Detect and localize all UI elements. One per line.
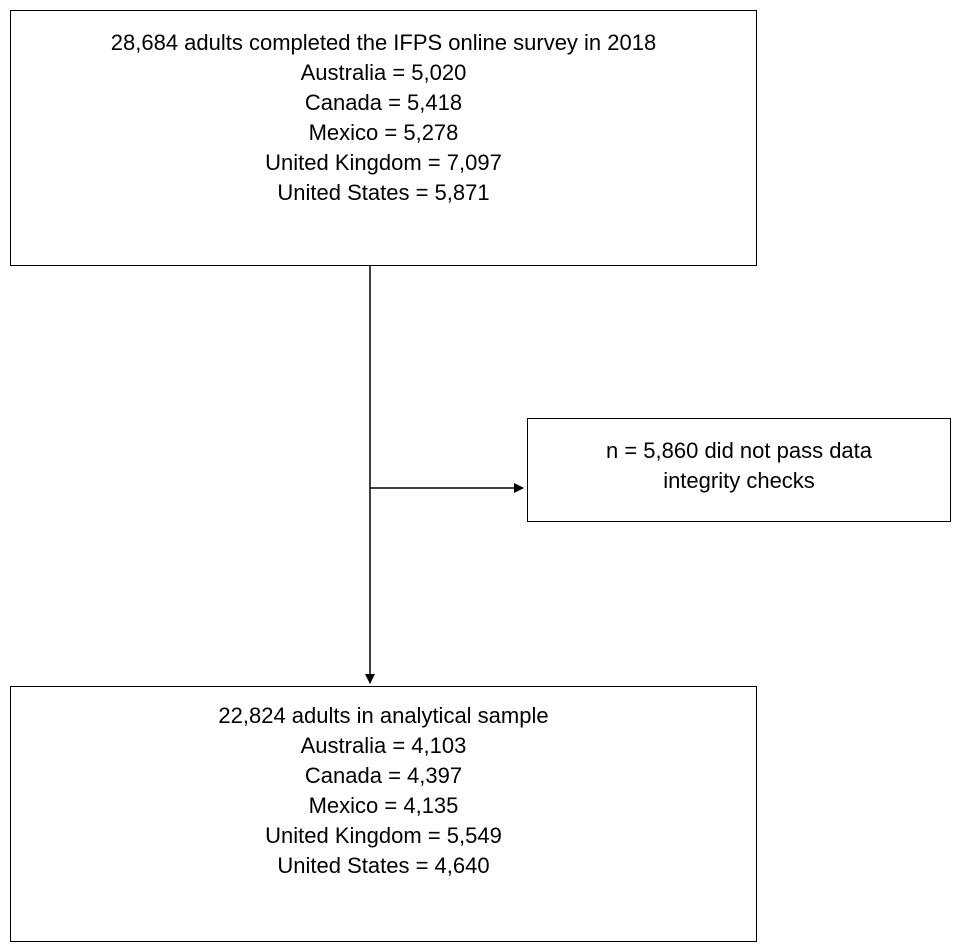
survey-mexico-count: Mexico = 5,278 [308, 120, 459, 145]
survey-completers-total: 28,684 adults completed the IFPS online … [110, 30, 657, 55]
survey-completers-box: 28,684 adults completed the IFPS online … [10, 10, 757, 266]
sample-uk-count: United Kingdom = 5,549 [265, 823, 502, 848]
sample-us-count: United States = 4,640 [277, 853, 490, 878]
analytical-sample-box: 22,824 adults in analytical sample Austr… [10, 686, 757, 942]
exclusion-text-line-1: n = 5,860 did not pass data [605, 438, 873, 463]
exclusion-box: n = 5,860 did not pass data integrity ch… [527, 418, 951, 522]
sample-canada-count: Canada = 4,397 [304, 763, 463, 788]
survey-canada-count: Canada = 5,418 [304, 90, 463, 115]
analytical-sample-total: 22,824 adults in analytical sample [218, 703, 549, 728]
survey-uk-count: United Kingdom = 7,097 [265, 150, 502, 175]
survey-us-count: United States = 5,871 [277, 180, 490, 205]
sample-mexico-count: Mexico = 4,135 [308, 793, 459, 818]
survey-australia-count: Australia = 5,020 [300, 60, 467, 85]
exclusion-text-line-2: integrity checks [663, 468, 815, 493]
sample-australia-count: Australia = 4,103 [300, 733, 467, 758]
